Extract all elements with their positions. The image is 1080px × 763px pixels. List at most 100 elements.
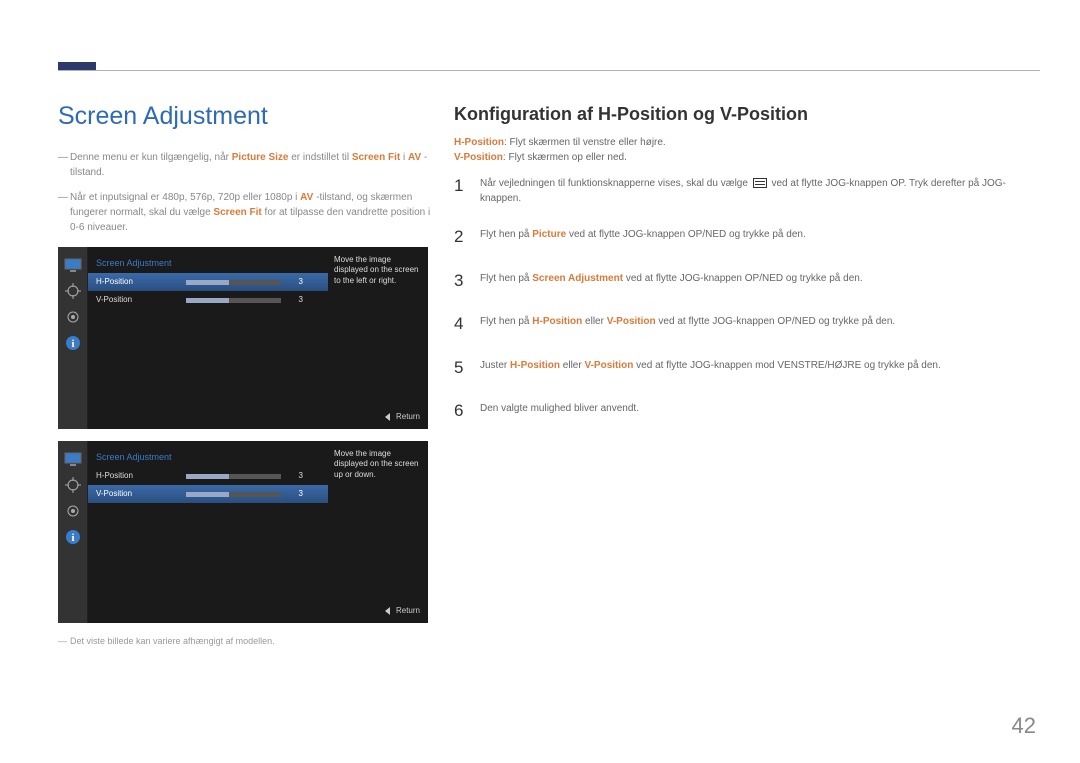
left-arrow-icon xyxy=(385,607,390,615)
osd-help-text: Move the image displayed on the screen t… xyxy=(334,255,420,286)
highlight: H-Position xyxy=(532,316,582,327)
osd-slider-fill xyxy=(186,280,229,285)
osd-row-label: H-Position xyxy=(96,470,186,482)
info-icon: i xyxy=(63,529,83,545)
note-2: Når et inputsignal er 480p, 576p, 720p e… xyxy=(58,190,438,235)
osd-row-value: 3 xyxy=(289,294,303,306)
step-number: 3 xyxy=(454,268,468,294)
osd-slider-fill xyxy=(186,298,229,303)
text: Flyt hen på xyxy=(480,273,532,284)
svg-text:i: i xyxy=(71,532,74,544)
left-column: Denne menu er kun tilgængelig, når Pictu… xyxy=(58,150,438,649)
step-text: Flyt hen på Screen Adjustment ved at fly… xyxy=(480,268,1040,286)
text: Juster xyxy=(480,360,510,371)
osd-rows: H-Position 3 V-Position 3 xyxy=(88,467,328,503)
highlight: Picture Size xyxy=(232,152,289,163)
menu-icon xyxy=(753,178,767,188)
osd-slider xyxy=(186,280,281,285)
right-column: Konfiguration af H-Position og V-Positio… xyxy=(454,104,1040,442)
step-number: 2 xyxy=(454,224,468,250)
osd-footer: Return xyxy=(385,605,420,617)
text: Flyt hen på xyxy=(480,229,532,240)
footnote: Det viste billede kan variere afhængigt … xyxy=(58,635,438,649)
target-icon xyxy=(63,283,83,299)
osd-screenshot-1: i Screen Adjustment H-Position3V-Positio… xyxy=(58,247,428,429)
osd-slider-fill xyxy=(186,474,229,479)
text: eller xyxy=(563,360,585,371)
gear-icon xyxy=(63,309,83,325)
text: Når vejledningen til funktionsknapperne … xyxy=(480,178,751,189)
text: ved at flytte JOG-knappen mod VENSTRE/HØ… xyxy=(636,360,941,371)
text: : Flyt skærmen op eller ned. xyxy=(503,152,627,163)
step-4: 4 Flyt hen på H-Position eller V-Positio… xyxy=(454,311,1040,337)
highlight: AV xyxy=(300,192,313,203)
osd-header: Screen Adjustment xyxy=(96,257,172,271)
osd-row: H-Position 3 xyxy=(88,467,328,485)
text: ved at flytte JOG-knappen OP/NED og tryk… xyxy=(569,229,806,240)
step-number: 4 xyxy=(454,311,468,337)
highlight: V-Position xyxy=(584,360,633,371)
vpos-desc: V-Position: Flyt skærmen op eller ned. xyxy=(454,152,1040,163)
text: ved at flytte JOG-knappen OP/NED og tryk… xyxy=(658,316,895,327)
highlight: H-Position xyxy=(454,137,504,148)
step-6: 6 Den valgte mulighed bliver anvendt. xyxy=(454,398,1040,424)
step-number: 1 xyxy=(454,173,468,199)
highlight: Screen Fit xyxy=(213,207,261,218)
hpos-desc: H-Position: Flyt skærmen til venstre ell… xyxy=(454,137,1040,148)
return-label: Return xyxy=(396,605,420,617)
left-arrow-icon xyxy=(385,413,390,421)
highlight: V-Position xyxy=(454,152,503,163)
osd-slider-fill xyxy=(186,492,229,497)
text: er indstillet til xyxy=(291,152,352,163)
osd-row: V-Position 3 xyxy=(88,291,328,309)
osd-row-value: 3 xyxy=(289,276,303,288)
osd-row-label: V-Position xyxy=(96,294,186,306)
page-title: Screen Adjustment xyxy=(58,102,268,131)
step-number: 5 xyxy=(454,355,468,381)
highlight: Screen Adjustment xyxy=(532,273,623,284)
osd-row-label: H-Position xyxy=(96,276,186,288)
text: Når et inputsignal er 480p, 576p, 720p e… xyxy=(70,192,300,203)
osd-row-label: V-Position xyxy=(96,488,186,500)
osd-rows: H-Position 3 V-Position 3 xyxy=(88,273,328,309)
step-1: 1 Når vejledningen til funktionsknappern… xyxy=(454,173,1040,206)
target-icon xyxy=(63,477,83,493)
osd-footer: Return xyxy=(385,411,420,423)
osd-row: V-Position 3 xyxy=(88,485,328,503)
highlight: Picture xyxy=(532,229,566,240)
step-5: 5 Juster H-Position eller V-Position ved… xyxy=(454,355,1040,381)
highlight: AV xyxy=(408,152,421,163)
osd-row-value: 3 xyxy=(289,488,303,500)
osd-sidebar: i xyxy=(58,441,88,623)
steps-list: 1 Når vejledningen til funktionsknappern… xyxy=(454,173,1040,424)
step-text: Den valgte mulighed bliver anvendt. xyxy=(480,398,1040,416)
osd-slider xyxy=(186,474,281,479)
osd-sidebar: i xyxy=(58,247,88,429)
gear-icon xyxy=(63,503,83,519)
text: Denne menu er kun tilgængelig, når xyxy=(70,152,232,163)
osd-row-value: 3 xyxy=(289,470,303,482)
osd-slider xyxy=(186,298,281,303)
step-text: Når vejledningen til funktionsknapperne … xyxy=(480,173,1040,206)
screen-icon xyxy=(63,257,83,273)
step-2: 2 Flyt hen på Picture ved at flytte JOG-… xyxy=(454,224,1040,250)
step-text: Flyt hen på H-Position eller V-Position … xyxy=(480,311,1040,329)
osd-slider xyxy=(186,492,281,497)
page-number: 42 xyxy=(1012,713,1036,739)
osd-header: Screen Adjustment xyxy=(96,451,172,465)
section-title: Konfiguration af H-Position og V-Positio… xyxy=(454,104,1040,125)
step-3: 3 Flyt hen på Screen Adjustment ved at f… xyxy=(454,268,1040,294)
step-text: Flyt hen på Picture ved at flytte JOG-kn… xyxy=(480,224,1040,242)
step-number: 6 xyxy=(454,398,468,424)
highlight: V-Position xyxy=(607,316,656,327)
info-icon: i xyxy=(63,335,83,351)
return-label: Return xyxy=(396,411,420,423)
highlight: H-Position xyxy=(510,360,560,371)
svg-text:i: i xyxy=(71,338,74,350)
osd-screenshot-2: i Screen Adjustment H-Position3V-Positio… xyxy=(58,441,428,623)
text: Flyt hen på xyxy=(480,316,532,327)
osd-row: H-Position 3 xyxy=(88,273,328,291)
screen-icon xyxy=(63,451,83,467)
osd-help-text: Move the image displayed on the screen u… xyxy=(334,449,420,480)
step-text: Juster H-Position eller V-Position ved a… xyxy=(480,355,1040,373)
